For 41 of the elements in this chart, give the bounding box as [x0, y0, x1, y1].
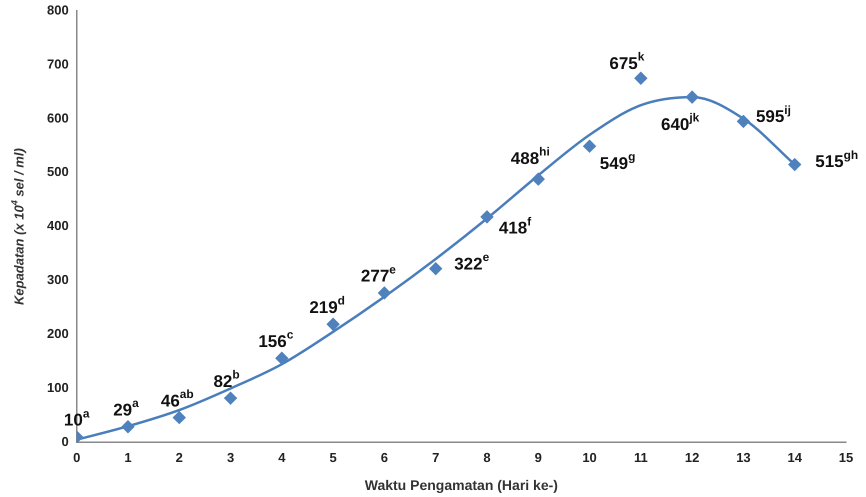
y-axis-title: Kepadatan (x 104 sel / ml) — [9, 148, 27, 305]
x-tick-label: 9 — [534, 450, 542, 465]
x-tick-label: 5 — [330, 450, 337, 465]
y-tick-label: 200 — [46, 326, 69, 342]
y-tick-label: 600 — [46, 110, 69, 126]
point — [429, 262, 442, 276]
point — [686, 90, 699, 104]
point — [480, 210, 494, 224]
x-tick-label: 1 — [124, 450, 132, 465]
x-axis-title: Waktu Pengamatan (Hari ke-) — [364, 476, 558, 493]
y-tick-label: 0 — [61, 434, 69, 449]
x-tick-label: 6 — [380, 450, 388, 465]
x-tick-label: 3 — [226, 450, 234, 465]
point — [583, 140, 596, 153]
x-tick-label: 13 — [736, 450, 751, 465]
x-tick-label: 15 — [838, 450, 854, 465]
point — [378, 286, 391, 300]
x-tick-label: 4 — [278, 450, 286, 465]
y-tick-label: 700 — [46, 56, 69, 72]
y-tick-label: 100 — [46, 380, 69, 396]
point — [634, 72, 648, 85]
point — [788, 158, 802, 172]
point — [275, 352, 288, 365]
y-tick-label: 800 — [46, 2, 69, 18]
x-tick-label: 2 — [176, 450, 183, 465]
point — [224, 392, 238, 405]
point — [532, 172, 545, 186]
x-tick-label: 8 — [483, 450, 491, 465]
x-tick-label: 10 — [582, 450, 597, 465]
point — [121, 420, 134, 434]
point — [172, 411, 186, 424]
x-tick-label: 14 — [787, 450, 803, 465]
x-tick-label: 12 — [684, 450, 700, 465]
x-tick-label: 7 — [432, 450, 440, 465]
y-tick-label: 500 — [46, 164, 69, 180]
x-tick-label: 0 — [73, 450, 80, 465]
y-tick-label: 400 — [46, 218, 69, 234]
x-tick-label: 11 — [634, 450, 648, 465]
point — [736, 114, 750, 128]
point — [326, 318, 340, 331]
y-tick-label: 300 — [46, 272, 69, 288]
